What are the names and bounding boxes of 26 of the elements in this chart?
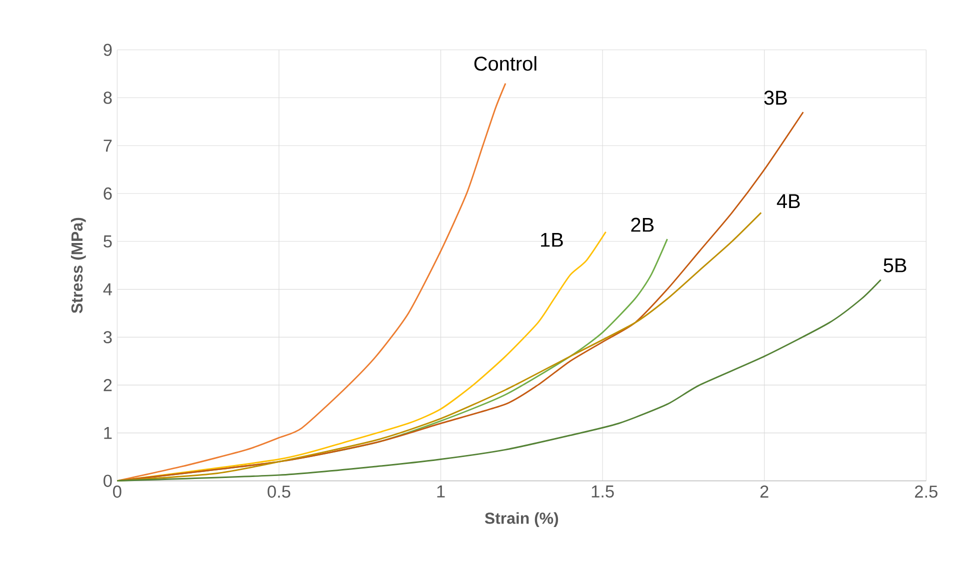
line-series (116, 82, 506, 482)
y-tick-label: 6 (104, 187, 112, 200)
series-label: 1B (541, 233, 563, 247)
x-tick-label: 2 (760, 486, 768, 498)
series-label: 3B (764, 90, 787, 105)
line-series (116, 279, 882, 482)
y-tick-label: 9 (104, 44, 112, 56)
x-tick-label: 0 (113, 486, 122, 498)
x-axis-title: Strain (%) (484, 512, 558, 528)
y-tick-label: 2 (104, 379, 112, 392)
y-tick-label: 4 (103, 283, 112, 296)
y-tick-label: 5 (104, 235, 112, 248)
y-tick-label: 3 (104, 331, 112, 344)
x-tick-label: 1 (437, 486, 445, 498)
series-label: Control (474, 56, 536, 71)
y-tick-label: 0 (104, 474, 112, 487)
series-label: 4B (776, 194, 800, 208)
x-tick-label: 0.5 (268, 486, 290, 498)
series-label: 5B (884, 258, 906, 272)
x-tick-label: 2.5 (915, 486, 938, 498)
series-label: 2B (631, 218, 654, 232)
y-tick-label: 7 (104, 140, 112, 152)
y-axis-title: Stress (MPa) (70, 218, 86, 314)
y-tick-label: 1 (104, 427, 112, 439)
y-tick-label: 8 (104, 92, 112, 104)
x-tick-label: 1.5 (592, 486, 614, 498)
